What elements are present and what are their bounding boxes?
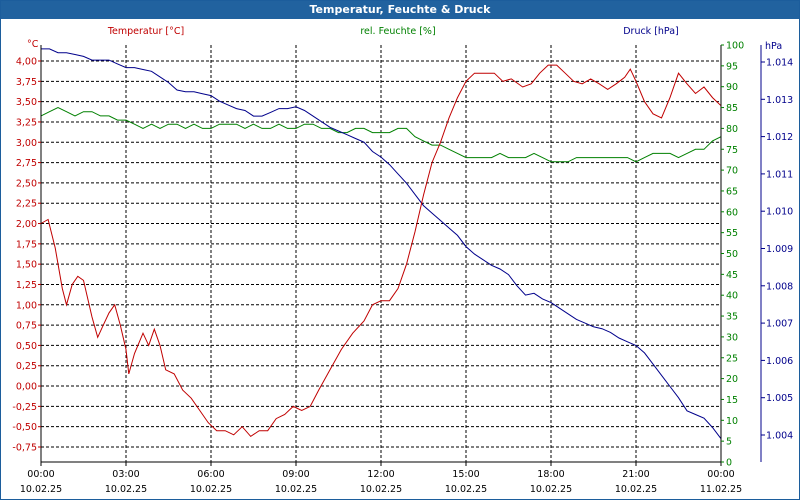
humidity-tick-label: 55	[726, 228, 738, 239]
humidity-tick-label: 70	[726, 166, 738, 177]
humidity-tick-label: 40	[726, 291, 738, 302]
temperature-tick-label: 0,25	[16, 361, 37, 372]
humidity-tick-label: 100	[726, 41, 744, 52]
temperature-tick-label: 2,75	[16, 158, 37, 169]
humidity-axis-title: rel. Feuchte [%]	[360, 26, 435, 37]
humidity-tick-label: 10	[726, 416, 738, 427]
x-tick-time: 00:00	[707, 469, 734, 480]
temperature-tick-label: 0,75	[16, 321, 37, 332]
humidity-tick-label: 20	[726, 374, 738, 385]
humidity-tick-label: 25	[726, 353, 738, 364]
temperature-tick-label: 2,50	[16, 178, 37, 189]
x-tick-date: 11.02.25	[700, 484, 742, 495]
plot-area: 00:00 10.02.25 03:00 10.02.25 06:00 10.02.25 0…	[1, 19, 799, 499]
x-tick-date: 10.02.25	[20, 484, 62, 495]
temperature-unit-label: °C	[27, 39, 39, 50]
x-tick-time: 00:00	[27, 469, 54, 480]
labels-layer: °C Temperatur [°C] rel. Feuchte [%] Druc…	[27, 26, 782, 52]
temperature-series-line	[40, 64, 722, 438]
humidity-tick-label: 0	[726, 458, 732, 469]
temperature-tick-label: 0,00	[16, 382, 37, 393]
humidity-tick-label: 15	[726, 395, 738, 406]
temperature-tick-label: -0,25	[12, 402, 37, 413]
humidity-tick-label: 80	[726, 124, 738, 135]
pressure-series-line	[41, 48, 722, 440]
x-tick-time: 12:00	[367, 469, 394, 480]
pressure-tick-label: 1.007	[766, 319, 793, 330]
x-tick-date: 10.02.25	[360, 484, 402, 495]
pressure-tick-label: 1.004	[766, 431, 793, 442]
x-tick-date: 10.02.25	[275, 484, 317, 495]
temperature-tick-label: 4,00	[16, 57, 37, 68]
humidity-tick-label: 60	[726, 207, 738, 218]
chart-svg: 00:00 10.02.25 03:00 10.02.25 06:00 10.02.25 0…	[12, 26, 793, 496]
x-tick-time: 21:00	[622, 469, 649, 480]
x-tick-time: 03:00	[112, 469, 139, 480]
pressure-tick-label: 1.010	[766, 207, 793, 218]
humidity-tick-label: 45	[726, 270, 738, 281]
window-title: Temperatur, Feuchte & Druck	[1, 1, 799, 19]
x-tick-time: 15:00	[452, 469, 479, 480]
x-tick-date: 10.02.25	[530, 484, 572, 495]
x-tick-date: 10.02.25	[615, 484, 657, 495]
temperature-tick-label: 2,25	[16, 199, 37, 210]
temperature-tick-label: -0,50	[12, 422, 37, 433]
humidity-series-line	[40, 107, 722, 163]
humidity-tick-label: 90	[726, 82, 738, 93]
pressure-unit-label: hPa	[765, 41, 782, 52]
temperature-axis-title: Temperatur [°C]	[107, 26, 184, 37]
pressure-tick-label: 1.008	[766, 281, 793, 292]
pressure-tick-label: 1.013	[766, 95, 793, 106]
axes-layer: 00:00 10.02.25 03:00 10.02.25 06:00 10.02.25 0…	[12, 41, 793, 496]
grid-layer	[41, 45, 721, 462]
pressure-tick-label: 1.012	[766, 132, 793, 143]
temperature-tick-label: 1,25	[16, 280, 37, 291]
temperature-tick-label: 1,75	[16, 239, 37, 250]
x-tick-date: 10.02.25	[105, 484, 147, 495]
x-tick-time: 18:00	[537, 469, 564, 480]
humidity-tick-label: 5	[726, 437, 732, 448]
x-tick-date: 10.02.25	[445, 484, 487, 495]
x-tick-time: 06:00	[197, 469, 224, 480]
pressure-tick-label: 1.009	[766, 244, 793, 255]
temperature-tick-label: 1,50	[16, 260, 37, 271]
humidity-tick-label: 95	[726, 61, 738, 72]
pressure-tick-label: 1.005	[766, 393, 793, 404]
temperature-tick-label: 1,00	[16, 300, 37, 311]
series-layer	[40, 48, 722, 440]
humidity-tick-label: 75	[726, 145, 738, 156]
temperature-tick-label: -0,75	[12, 443, 37, 454]
humidity-tick-label: 30	[726, 332, 738, 343]
x-tick-date: 10.02.25	[190, 484, 232, 495]
x-tick-time: 09:00	[282, 469, 309, 480]
humidity-tick-label: 50	[726, 249, 738, 260]
temperature-tick-label: 3,00	[16, 138, 37, 149]
humidity-tick-label: 85	[726, 103, 738, 114]
temperature-tick-label: 2,00	[16, 219, 37, 230]
pressure-tick-label: 1.014	[766, 58, 793, 69]
pressure-axis-title: Druck [hPa]	[623, 26, 679, 37]
temperature-tick-label: 3,25	[16, 117, 37, 128]
pressure-tick-label: 1.011	[766, 169, 793, 180]
humidity-tick-label: 65	[726, 186, 738, 197]
pressure-tick-label: 1.006	[766, 356, 793, 367]
humidity-tick-label: 35	[726, 312, 738, 323]
temperature-tick-label: 0,50	[16, 341, 37, 352]
temperature-tick-label: 3,50	[16, 97, 37, 108]
temperature-tick-label: 3,75	[16, 77, 37, 88]
